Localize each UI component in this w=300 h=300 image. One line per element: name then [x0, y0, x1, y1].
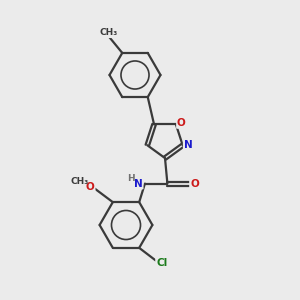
Text: H: H — [127, 174, 135, 183]
Text: N: N — [184, 140, 193, 150]
Text: O: O — [86, 182, 95, 192]
Text: N: N — [134, 178, 143, 189]
Text: CH₃: CH₃ — [100, 28, 118, 37]
Text: CH₃: CH₃ — [71, 177, 89, 186]
Text: Cl: Cl — [156, 258, 167, 268]
Text: O: O — [177, 118, 186, 128]
Text: O: O — [190, 178, 199, 189]
